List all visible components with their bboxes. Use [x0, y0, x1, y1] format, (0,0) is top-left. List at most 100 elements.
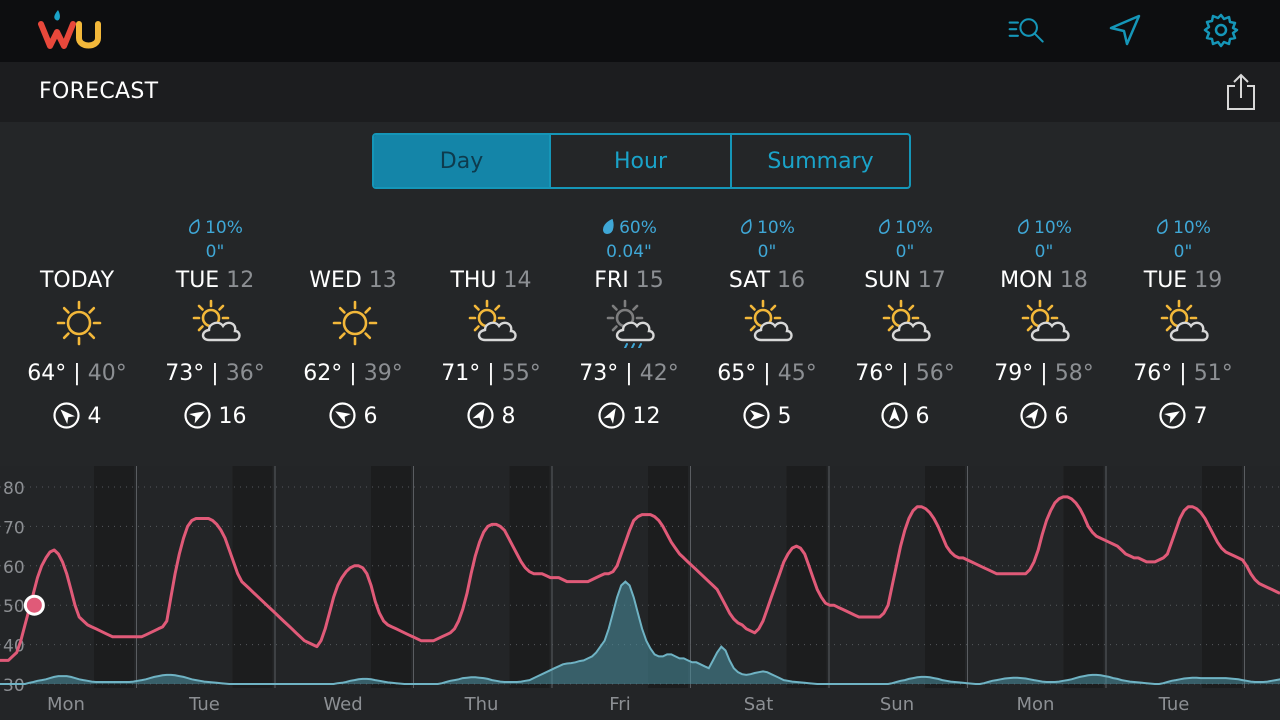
day-column[interactable]: TODAY 64° | 40° 4: [7, 216, 147, 436]
precip-amount: 0": [205, 242, 225, 262]
day-name: MON 18: [1000, 268, 1088, 293]
x-day-label: Tue: [188, 694, 220, 715]
raindrop-icon: [1155, 218, 1173, 238]
tab-summary[interactable]: Summary: [767, 148, 874, 174]
rain-partly-cloudy-icon: [605, 298, 657, 349]
day-column[interactable]: THU 14 71° | 55° 8: [421, 216, 561, 436]
day-wind: 6: [283, 402, 423, 429]
x-day-label: Mon: [47, 694, 85, 715]
day-temps: 64° | 40°: [27, 361, 127, 386]
wind-direction-icon: [183, 402, 211, 429]
x-day-label: Wed: [323, 694, 362, 715]
wind-direction-icon: [742, 402, 770, 429]
share-icon[interactable]: [1224, 72, 1258, 112]
day-wind: 12: [559, 402, 699, 429]
night-shade-band: [371, 466, 411, 688]
day-column[interactable]: 10% 0" TUE 19 76° | 51° 7: [1113, 216, 1253, 436]
day-temps: 65° | 45°: [717, 361, 817, 386]
precip-chance: 10%: [835, 218, 975, 238]
page-title: FORECAST: [39, 79, 159, 104]
day-column[interactable]: WED 13 62° | 39° 6: [283, 216, 423, 436]
day-name: TODAY: [39, 268, 115, 293]
day-temps: 73° | 42°: [579, 361, 679, 386]
partly-cloudy-icon: [743, 298, 795, 348]
day-column[interactable]: 10% 0" MON 18 79° | 58° 6: [974, 216, 1114, 436]
tab-day[interactable]: Day: [374, 135, 551, 187]
x-day-label: Sun: [880, 694, 914, 715]
partly-cloudy-icon: [191, 298, 243, 348]
raindrop-icon: [739, 218, 757, 238]
night-shade-band: [1202, 466, 1242, 688]
day-wind: 5: [697, 402, 837, 429]
x-day-label: Tue: [1158, 694, 1190, 715]
temperature-line: [0, 495, 1280, 662]
precip-amount: 0": [1173, 242, 1193, 262]
y-tick-label: 60: [3, 558, 25, 578]
precip-chance: 10%: [145, 218, 285, 238]
partly-cloudy-icon: [1159, 298, 1211, 348]
night-shade-band: [648, 466, 688, 688]
partly-cloudy-icon: [467, 298, 519, 348]
wind-direction-icon: [1019, 402, 1047, 429]
day-wind: 7: [1113, 402, 1253, 429]
night-shade-band: [1063, 466, 1104, 688]
precip-chance: 10%: [974, 218, 1114, 238]
night-shade-band: [509, 466, 550, 688]
sunny-icon: [329, 298, 381, 348]
day-name: SUN 17: [864, 268, 946, 293]
night-shade-band: [925, 466, 965, 688]
precip-area: [0, 581, 1280, 684]
day-column[interactable]: 10% 0" TUE 12 73° | 36° 16: [145, 216, 285, 436]
day-temps: 62° | 39°: [303, 361, 403, 386]
precip-amount: 0.04": [606, 242, 652, 262]
y-tick-label: 80: [3, 479, 25, 499]
precip-amount: 0": [757, 242, 777, 262]
sunny-icon: [53, 298, 105, 348]
tab-hour[interactable]: Hour: [551, 135, 732, 187]
day-column[interactable]: 60% 0.04" FRI 15 73° | 42° 12: [559, 216, 699, 436]
night-shade-band: [94, 466, 134, 688]
x-day-label: Fri: [609, 694, 630, 715]
wu-logo-icon: [38, 10, 101, 49]
view-segmented-control: Day Hour Summary: [372, 133, 911, 189]
raindrop-icon: [877, 218, 895, 238]
wind-direction-icon: [880, 402, 908, 429]
day-temps: 76° | 56°: [855, 361, 955, 386]
precip-chance: 60%: [559, 218, 699, 238]
day-wind: 6: [835, 402, 975, 429]
day-wind: 6: [974, 402, 1114, 429]
day-column[interactable]: 10% 0" SAT 16 65° | 45° 5: [697, 216, 837, 436]
precip-amount: 0": [895, 242, 915, 262]
raindrop-icon: [1016, 218, 1034, 238]
partly-cloudy-icon: [881, 298, 933, 348]
search-list-icon[interactable]: [1008, 12, 1046, 48]
precip-chance: 10%: [697, 218, 837, 238]
x-day-label: Sat: [744, 694, 774, 715]
wind-direction-icon: [52, 402, 80, 429]
location-arrow-icon[interactable]: [1106, 12, 1144, 48]
day-temps: 73° | 36°: [165, 361, 265, 386]
day-name: THU 14: [450, 268, 532, 293]
precip-chance: 10%: [1113, 218, 1253, 238]
raindrop-icon: [187, 218, 205, 238]
day-name: FRI 15: [594, 268, 664, 293]
y-tick-label: 70: [3, 518, 25, 538]
wind-direction-icon: [1158, 402, 1186, 429]
raindrop-icon: [601, 218, 619, 238]
x-day-label: Mon: [1017, 694, 1055, 715]
gear-icon[interactable]: [1202, 12, 1240, 48]
forecast-header: [0, 62, 1280, 122]
day-temps: 76° | 51°: [1133, 361, 1233, 386]
precip-amount: 0": [1034, 242, 1054, 262]
day-column[interactable]: 10% 0" SUN 17 76° | 56° 6: [835, 216, 975, 436]
partly-cloudy-icon: [1020, 298, 1072, 348]
wind-direction-icon: [466, 402, 494, 429]
y-tick-label: 30: [3, 676, 25, 696]
precip-line: [0, 580, 1280, 685]
day-temps: 79° | 58°: [994, 361, 1094, 386]
day-name: WED 13: [309, 268, 397, 293]
wind-direction-icon: [328, 402, 356, 429]
wind-direction-icon: [597, 402, 625, 429]
day-wind: 16: [145, 402, 285, 429]
